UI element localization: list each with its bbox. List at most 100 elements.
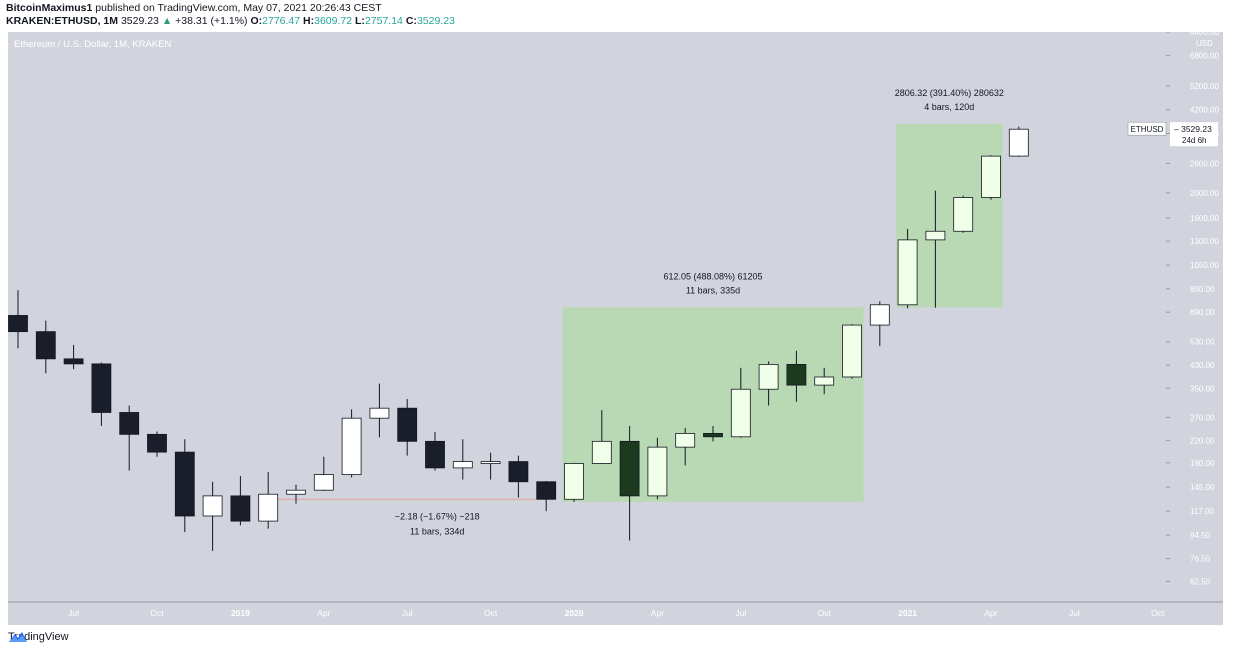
- range-label-change: 2806.32 (391.40%) 280632: [895, 88, 1004, 98]
- high-label: H:: [303, 15, 315, 27]
- price-value-box: [1170, 122, 1218, 147]
- y-tick-label: 76.50: [1190, 555, 1211, 564]
- y-tick-label: 270.00: [1190, 413, 1215, 422]
- y-tick-label: 1050.00: [1190, 261, 1219, 270]
- candle-body: [397, 407, 418, 442]
- y-tick-label: 850.00: [1190, 285, 1215, 294]
- publish-line: BitcoinMaximus1 published on TradingView…: [6, 2, 455, 15]
- y-tick-label: 220.00: [1190, 436, 1215, 445]
- candle-body: [730, 388, 751, 438]
- range-label-change: −2.18 (−1.67%) −218: [395, 511, 480, 521]
- candle-body: [286, 489, 306, 495]
- last-price: 3529.23: [120, 15, 159, 27]
- chart-header: BitcoinMaximus1 published on TradingView…: [6, 2, 455, 28]
- publish-info: published on TradingView.com, May 07, 20…: [95, 2, 382, 14]
- y-tick-label: 4200.00: [1190, 106, 1219, 115]
- x-tick-label: Apr: [317, 608, 330, 618]
- candle-body: [1008, 128, 1029, 157]
- open-label: O:: [250, 15, 263, 27]
- price-countdown: 24d 6h: [1182, 136, 1206, 145]
- y-tick-label: 117.00: [1190, 507, 1214, 516]
- candle-body: [8, 315, 28, 333]
- x-tick-label: Oct: [150, 608, 164, 618]
- chart-title: Ethereum / U.S. Dollar, 1M, KRAKEN: [14, 39, 171, 50]
- author-name[interactable]: BitcoinMaximus1: [6, 2, 93, 14]
- candle-body: [230, 495, 251, 522]
- range-label-bars: 11 bars, 334d: [410, 526, 464, 536]
- candle-body: [564, 463, 584, 500]
- up-triangle-icon: ▲: [161, 15, 173, 27]
- candle-body: [35, 331, 56, 360]
- price-symbol-box: [1127, 121, 1167, 136]
- x-tick-label: Apr: [651, 608, 664, 618]
- candle-body: [147, 433, 167, 453]
- quote-line: KRAKEN:ETHUSD, 1M 3529.23 ▲ +38.31 (+1.1…: [6, 15, 455, 28]
- y-tick-label: 8400.00: [1190, 32, 1219, 37]
- y-tick-label: 62.50: [1190, 577, 1211, 586]
- x-tick-label: 2021: [898, 608, 917, 618]
- candle-body: [480, 461, 501, 464]
- candle-body: [814, 376, 835, 386]
- candle-body: [369, 407, 390, 419]
- candle-body: [842, 324, 862, 378]
- symbol-label: KRAKEN:ETHUSD, 1M: [6, 15, 119, 27]
- x-tick-label: Oct: [818, 608, 832, 618]
- y-axis-unit: USD: [1196, 39, 1213, 48]
- tradingview-logo-icon: [9, 632, 27, 642]
- y-tick-label: 430.00: [1190, 361, 1215, 370]
- x-tick-label: Jul: [402, 608, 413, 618]
- candle-body: [619, 440, 640, 497]
- candle-body: [869, 304, 890, 326]
- candle-body: [981, 155, 1001, 198]
- open-value: 2776.47: [262, 15, 301, 27]
- candle-body: [953, 197, 974, 232]
- candle-body: [758, 364, 779, 390]
- candle-body: [536, 481, 557, 500]
- y-tick-label: 180.00: [1190, 459, 1215, 468]
- y-tick-label: 1600.00: [1190, 214, 1219, 223]
- x-tick-label: Oct: [484, 608, 498, 618]
- candle-body: [452, 461, 473, 469]
- range-zone: [562, 307, 864, 502]
- candle-body: [703, 432, 723, 438]
- candlestick-chart[interactable]: Ethereum / U.S. Dollar, 1M, KRAKEN 612.05…: [8, 32, 1223, 625]
- y-tick-label: 690.00: [1190, 308, 1215, 317]
- y-tick-label: 5200.00: [1190, 82, 1219, 91]
- y-tick-label: 1300.00: [1190, 237, 1219, 246]
- price-value: – 3529.23: [1174, 124, 1212, 134]
- x-tick-label: 2020: [565, 608, 584, 618]
- y-tick-label: 6800.00: [1190, 52, 1219, 61]
- high-value: 3609.72: [314, 15, 353, 27]
- candle-body: [508, 461, 529, 483]
- candle-body: [897, 239, 918, 306]
- candle-body: [675, 432, 696, 448]
- x-tick-label: Jul: [1069, 608, 1080, 618]
- y-tick-label: 350.00: [1190, 384, 1215, 393]
- range-label-bars: 4 bars, 120d: [924, 102, 974, 112]
- candle-body: [202, 495, 223, 517]
- chart-area[interactable]: Ethereum / U.S. Dollar, 1M, KRAKEN 612.05…: [8, 32, 1223, 625]
- candle-body: [425, 440, 445, 469]
- candle-body: [591, 440, 612, 464]
- candle-body: [174, 451, 195, 517]
- close-label: C:: [405, 15, 417, 27]
- candle-body: [91, 363, 112, 413]
- footer: TradingView: [8, 631, 69, 643]
- price-symbol: ETHUSD: [1131, 125, 1164, 134]
- candle-body: [341, 417, 362, 476]
- range-label-change: 612.05 (488.08%) 61205: [663, 271, 762, 281]
- candle-body: [258, 493, 279, 522]
- candle-body: [925, 230, 946, 241]
- x-tick-label: Jul: [735, 608, 746, 618]
- price-change: +38.31 (+1.1%): [175, 15, 248, 27]
- candle-body: [63, 358, 84, 365]
- y-tick-label: 2000.00: [1190, 189, 1219, 198]
- x-tick-label: Oct: [1151, 608, 1165, 618]
- low-value: 2757.14: [364, 15, 403, 27]
- candle-body: [647, 446, 668, 497]
- x-tick-label: Apr: [984, 608, 997, 618]
- low-label: L:: [355, 15, 365, 27]
- x-tick-label: Jul: [68, 608, 79, 618]
- x-tick-label: 2019: [231, 608, 250, 618]
- range-label-bars: 11 bars, 335d: [686, 285, 740, 295]
